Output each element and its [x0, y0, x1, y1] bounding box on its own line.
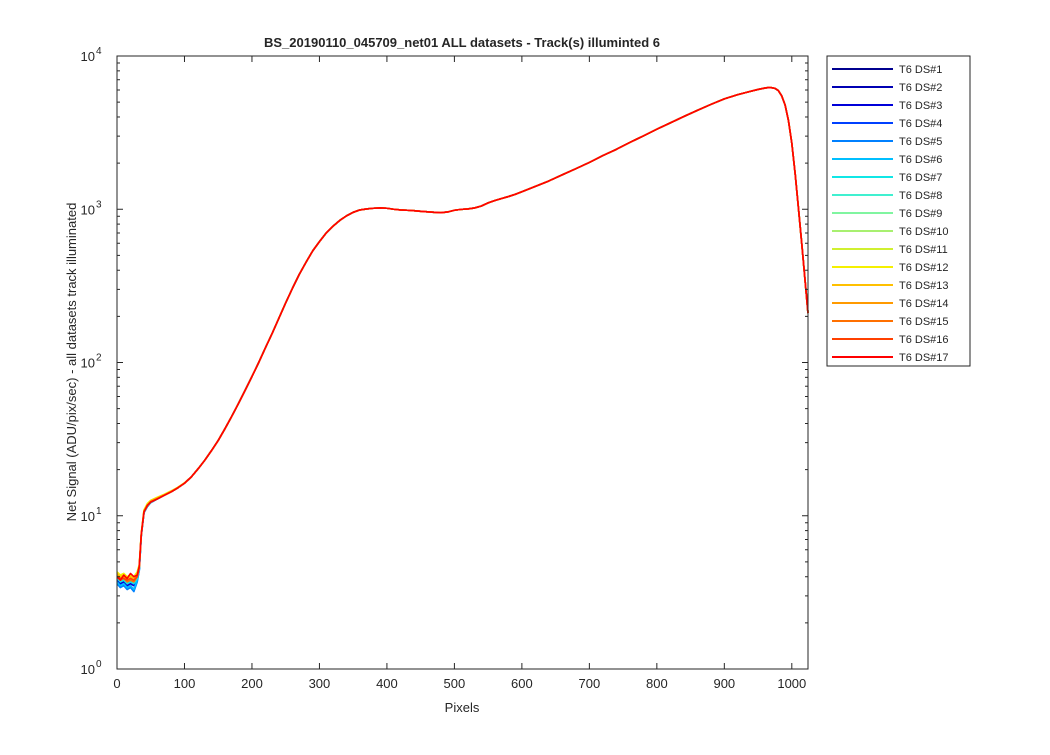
legend-label-ds6: T6 DS#6	[899, 154, 942, 166]
legend-label-ds17: T6 DS#17	[899, 352, 949, 364]
x-tick-label: 900	[713, 676, 735, 691]
plot-area	[117, 56, 808, 669]
x-tick-label: 800	[646, 676, 668, 691]
y-axis-label: Net Signal (ADU/pix/sec) - all datasets …	[64, 203, 79, 522]
x-tick-label: 400	[376, 676, 398, 691]
x-tick-label: 500	[444, 676, 466, 691]
series-layer	[116, 86, 809, 593]
y-tick-exponent: 0	[96, 659, 102, 670]
x-tick-label: 100	[174, 676, 196, 691]
legend-label-ds3: T6 DS#3	[899, 100, 942, 112]
legend-label-ds12: T6 DS#12	[899, 262, 949, 274]
x-tick-label: 300	[309, 676, 331, 691]
x-tick-label: 0	[113, 676, 120, 691]
legend-label-ds1: T6 DS#1	[899, 64, 942, 76]
x-tick-label: 1000	[777, 676, 806, 691]
legend-label-ds9: T6 DS#9	[899, 208, 942, 220]
chart-title: BS_20190110_045709_net01 ALL datasets - …	[264, 35, 660, 50]
x-tick-label: 200	[241, 676, 263, 691]
x-axis-ticks: 0 100 200 300 400 500 600 700 800 900 1000	[113, 56, 806, 691]
y-tick-label: 10	[81, 202, 95, 217]
legend-label-ds2: T6 DS#2	[899, 82, 942, 94]
legend-label-ds7: T6 DS#7	[899, 172, 942, 184]
y-tick-exponent: 1	[96, 506, 102, 517]
legend-box	[826, 55, 971, 367]
legend-label-ds14: T6 DS#14	[899, 298, 949, 310]
y-tick-label: 10	[81, 509, 95, 524]
legend-label-ds4: T6 DS#4	[899, 118, 942, 130]
x-tick-label: 600	[511, 676, 533, 691]
x-axis-label: Pixels	[445, 700, 480, 715]
legend: T6 DS#1 T6 DS#2 T6 DS#3 T6 DS#4 T6 DS#5 T6 DS…	[826, 55, 971, 367]
legend-label-ds11: T6 DS#11	[899, 244, 948, 256]
legend-label-ds8: T6 DS#8	[899, 190, 942, 202]
legend-label-ds10: T6 DS#10	[899, 226, 949, 238]
y-tick-label: 10	[81, 49, 95, 64]
y-tick-exponent: 3	[96, 199, 102, 210]
legend-label-ds13: T6 DS#13	[899, 280, 949, 292]
legend-label-ds15: T6 DS#15	[899, 316, 949, 328]
x-tick-label: 700	[579, 676, 601, 691]
legend-label-ds5: T6 DS#5	[899, 136, 942, 148]
y-tick-exponent: 2	[96, 353, 102, 364]
legend-label-ds16: T6 DS#16	[899, 334, 949, 346]
y-tick-label: 10	[81, 356, 95, 371]
y-tick-label: 10	[81, 662, 95, 677]
series-line-ds17	[116, 86, 809, 581]
y-tick-exponent: 4	[96, 46, 102, 57]
legend-items: T6 DS#1 T6 DS#2 T6 DS#3 T6 DS#4 T6 DS#5 T6 DS…	[832, 64, 949, 364]
